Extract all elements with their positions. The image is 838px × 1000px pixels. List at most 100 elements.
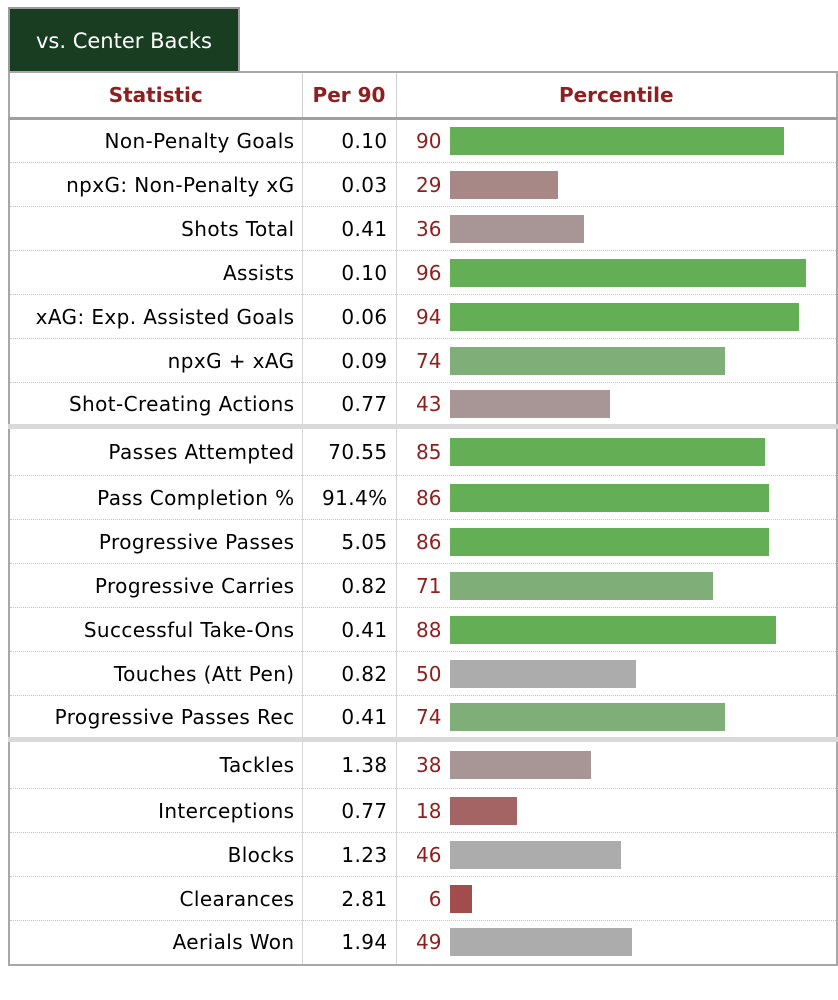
- table-row: Clearances 2.81 6: [9, 876, 837, 921]
- percentile-cell: 50: [396, 651, 837, 696]
- percentile-value: 74: [416, 348, 442, 373]
- table-row: Progressive Carries 0.82 71: [9, 563, 837, 608]
- percentile-cell: 46: [396, 832, 837, 877]
- percentile-cell: 90: [396, 118, 837, 163]
- table-row: Non-Penalty Goals 0.10 90: [9, 118, 837, 163]
- percentile-value: 86: [416, 529, 442, 554]
- percentile-value: 88: [416, 617, 442, 642]
- percentile-value: 94: [416, 304, 442, 329]
- stat-name: npxG + xAG: [9, 338, 303, 383]
- per90-value: 0.09: [302, 338, 397, 383]
- percentile-bar: [449, 659, 636, 688]
- table-row: Touches (Att Pen) 0.82 50: [9, 651, 837, 696]
- percentile-bar: [449, 571, 713, 600]
- percentile-cell: 36: [396, 206, 837, 251]
- table-row: Shots Total 0.41 36: [9, 206, 837, 251]
- percentile-bar: [449, 483, 769, 512]
- percentile-value: 50: [416, 661, 442, 686]
- stat-name: Blocks: [9, 832, 303, 877]
- percentile-cell: 86: [396, 519, 837, 564]
- percentile-bar: [449, 840, 621, 869]
- percentile-bar: [449, 438, 765, 466]
- percentile-cell: 85: [396, 424, 837, 476]
- percentile-table: Statistic Per 90 Percentile Non-Penalty …: [8, 71, 838, 966]
- table-row: Assists 0.10 96: [9, 250, 837, 295]
- table-row: Shot-Creating Actions 0.77 43: [9, 382, 837, 427]
- percentile-cell: 96: [396, 250, 837, 295]
- percentile-bar: [449, 214, 584, 243]
- percentile-bar: [449, 527, 769, 556]
- table-row: xAG: Exp. Assisted Goals 0.06 94: [9, 294, 837, 339]
- per90-value: 0.41: [302, 695, 397, 740]
- percentile-bar: [449, 928, 632, 957]
- percentile-bar: [449, 615, 776, 644]
- percentile-value: 85: [416, 440, 442, 464]
- percentile-cell: 43: [396, 382, 837, 427]
- stat-name: xAG: Exp. Assisted Goals: [9, 294, 303, 339]
- percentile-value: 90: [416, 129, 442, 153]
- percentile-bar: [449, 702, 725, 731]
- percentile-cell: 71: [396, 563, 837, 608]
- header-statistic[interactable]: Statistic: [9, 72, 303, 120]
- per90-value: 0.82: [302, 563, 397, 608]
- stat-name: Aerials Won: [9, 920, 303, 965]
- table-row: npxG: Non-Penalty xG 0.03 29: [9, 162, 837, 207]
- stat-name: Passes Attempted: [9, 424, 303, 476]
- stat-name: Pass Completion %: [9, 475, 303, 520]
- percentile-cell: 18: [396, 788, 837, 833]
- percentile-value: 6: [428, 886, 442, 911]
- percentile-bar: [449, 751, 591, 779]
- table-row: Successful Take-Ons 0.41 88: [9, 607, 837, 652]
- table-row: Blocks 1.23 46: [9, 832, 837, 877]
- percentile-bar: [449, 389, 610, 418]
- percentile-cell: 94: [396, 294, 837, 339]
- per90-value: 0.10: [302, 118, 397, 163]
- table-row: Progressive Passes 5.05 86: [9, 519, 837, 564]
- percentile-value: 49: [416, 930, 442, 955]
- percentile-cell: 74: [396, 695, 837, 740]
- percentile-bar: [449, 796, 517, 825]
- table-row: Pass Completion % 91.4% 86: [9, 475, 837, 520]
- stat-name: Progressive Passes: [9, 519, 303, 564]
- table-row: npxG + xAG 0.09 74: [9, 338, 837, 383]
- table-row: Passes Attempted 70.55 85: [9, 424, 837, 476]
- percentile-bar: [449, 884, 472, 913]
- percentile-bar: [449, 346, 725, 375]
- table-row: Interceptions 0.77 18: [9, 788, 837, 833]
- header-per90[interactable]: Per 90: [302, 72, 397, 120]
- percentile-cell: 29: [396, 162, 837, 207]
- stat-name: Shots Total: [9, 206, 303, 251]
- percentile-value: 46: [416, 842, 442, 867]
- stat-name: Progressive Passes Rec: [9, 695, 303, 740]
- percentile-cell: 88: [396, 607, 837, 652]
- percentile-value: 86: [416, 485, 442, 510]
- percentile-value: 18: [416, 798, 442, 823]
- per90-value: 0.77: [302, 382, 397, 427]
- per90-value: 2.81: [302, 876, 397, 921]
- table-row: Tackles 1.38 38: [9, 737, 837, 789]
- tab-vs-center-backs[interactable]: vs. Center Backs: [8, 7, 240, 71]
- stat-name: Clearances: [9, 876, 303, 921]
- per90-value: 0.77: [302, 788, 397, 833]
- table-body: Non-Penalty Goals 0.10 90 npxG: Non-Penalty…: [9, 118, 837, 965]
- table-row: Progressive Passes Rec 0.41 74: [9, 695, 837, 740]
- percentile-value: 74: [416, 704, 442, 729]
- per90-value: 0.03: [302, 162, 397, 207]
- percentile-value: 29: [416, 172, 442, 197]
- stat-name: Assists: [9, 250, 303, 295]
- percentile-cell: 74: [396, 338, 837, 383]
- stat-name: Shot-Creating Actions: [9, 382, 303, 427]
- percentile-cell: 49: [396, 921, 837, 965]
- stat-name: Progressive Carries: [9, 563, 303, 608]
- stat-name: Non-Penalty Goals: [9, 118, 303, 163]
- per90-value: 0.06: [302, 294, 397, 339]
- percentile-bar: [449, 170, 558, 199]
- percentile-value: 43: [416, 391, 442, 416]
- percentile-value: 71: [416, 573, 442, 598]
- percentile-cell: 38: [396, 737, 837, 789]
- per90-value: 5.05: [302, 519, 397, 564]
- per90-value: 0.82: [302, 651, 397, 696]
- percentile-value: 36: [416, 216, 442, 241]
- header-percentile[interactable]: Percentile: [396, 72, 837, 120]
- stat-name: Touches (Att Pen): [9, 651, 303, 696]
